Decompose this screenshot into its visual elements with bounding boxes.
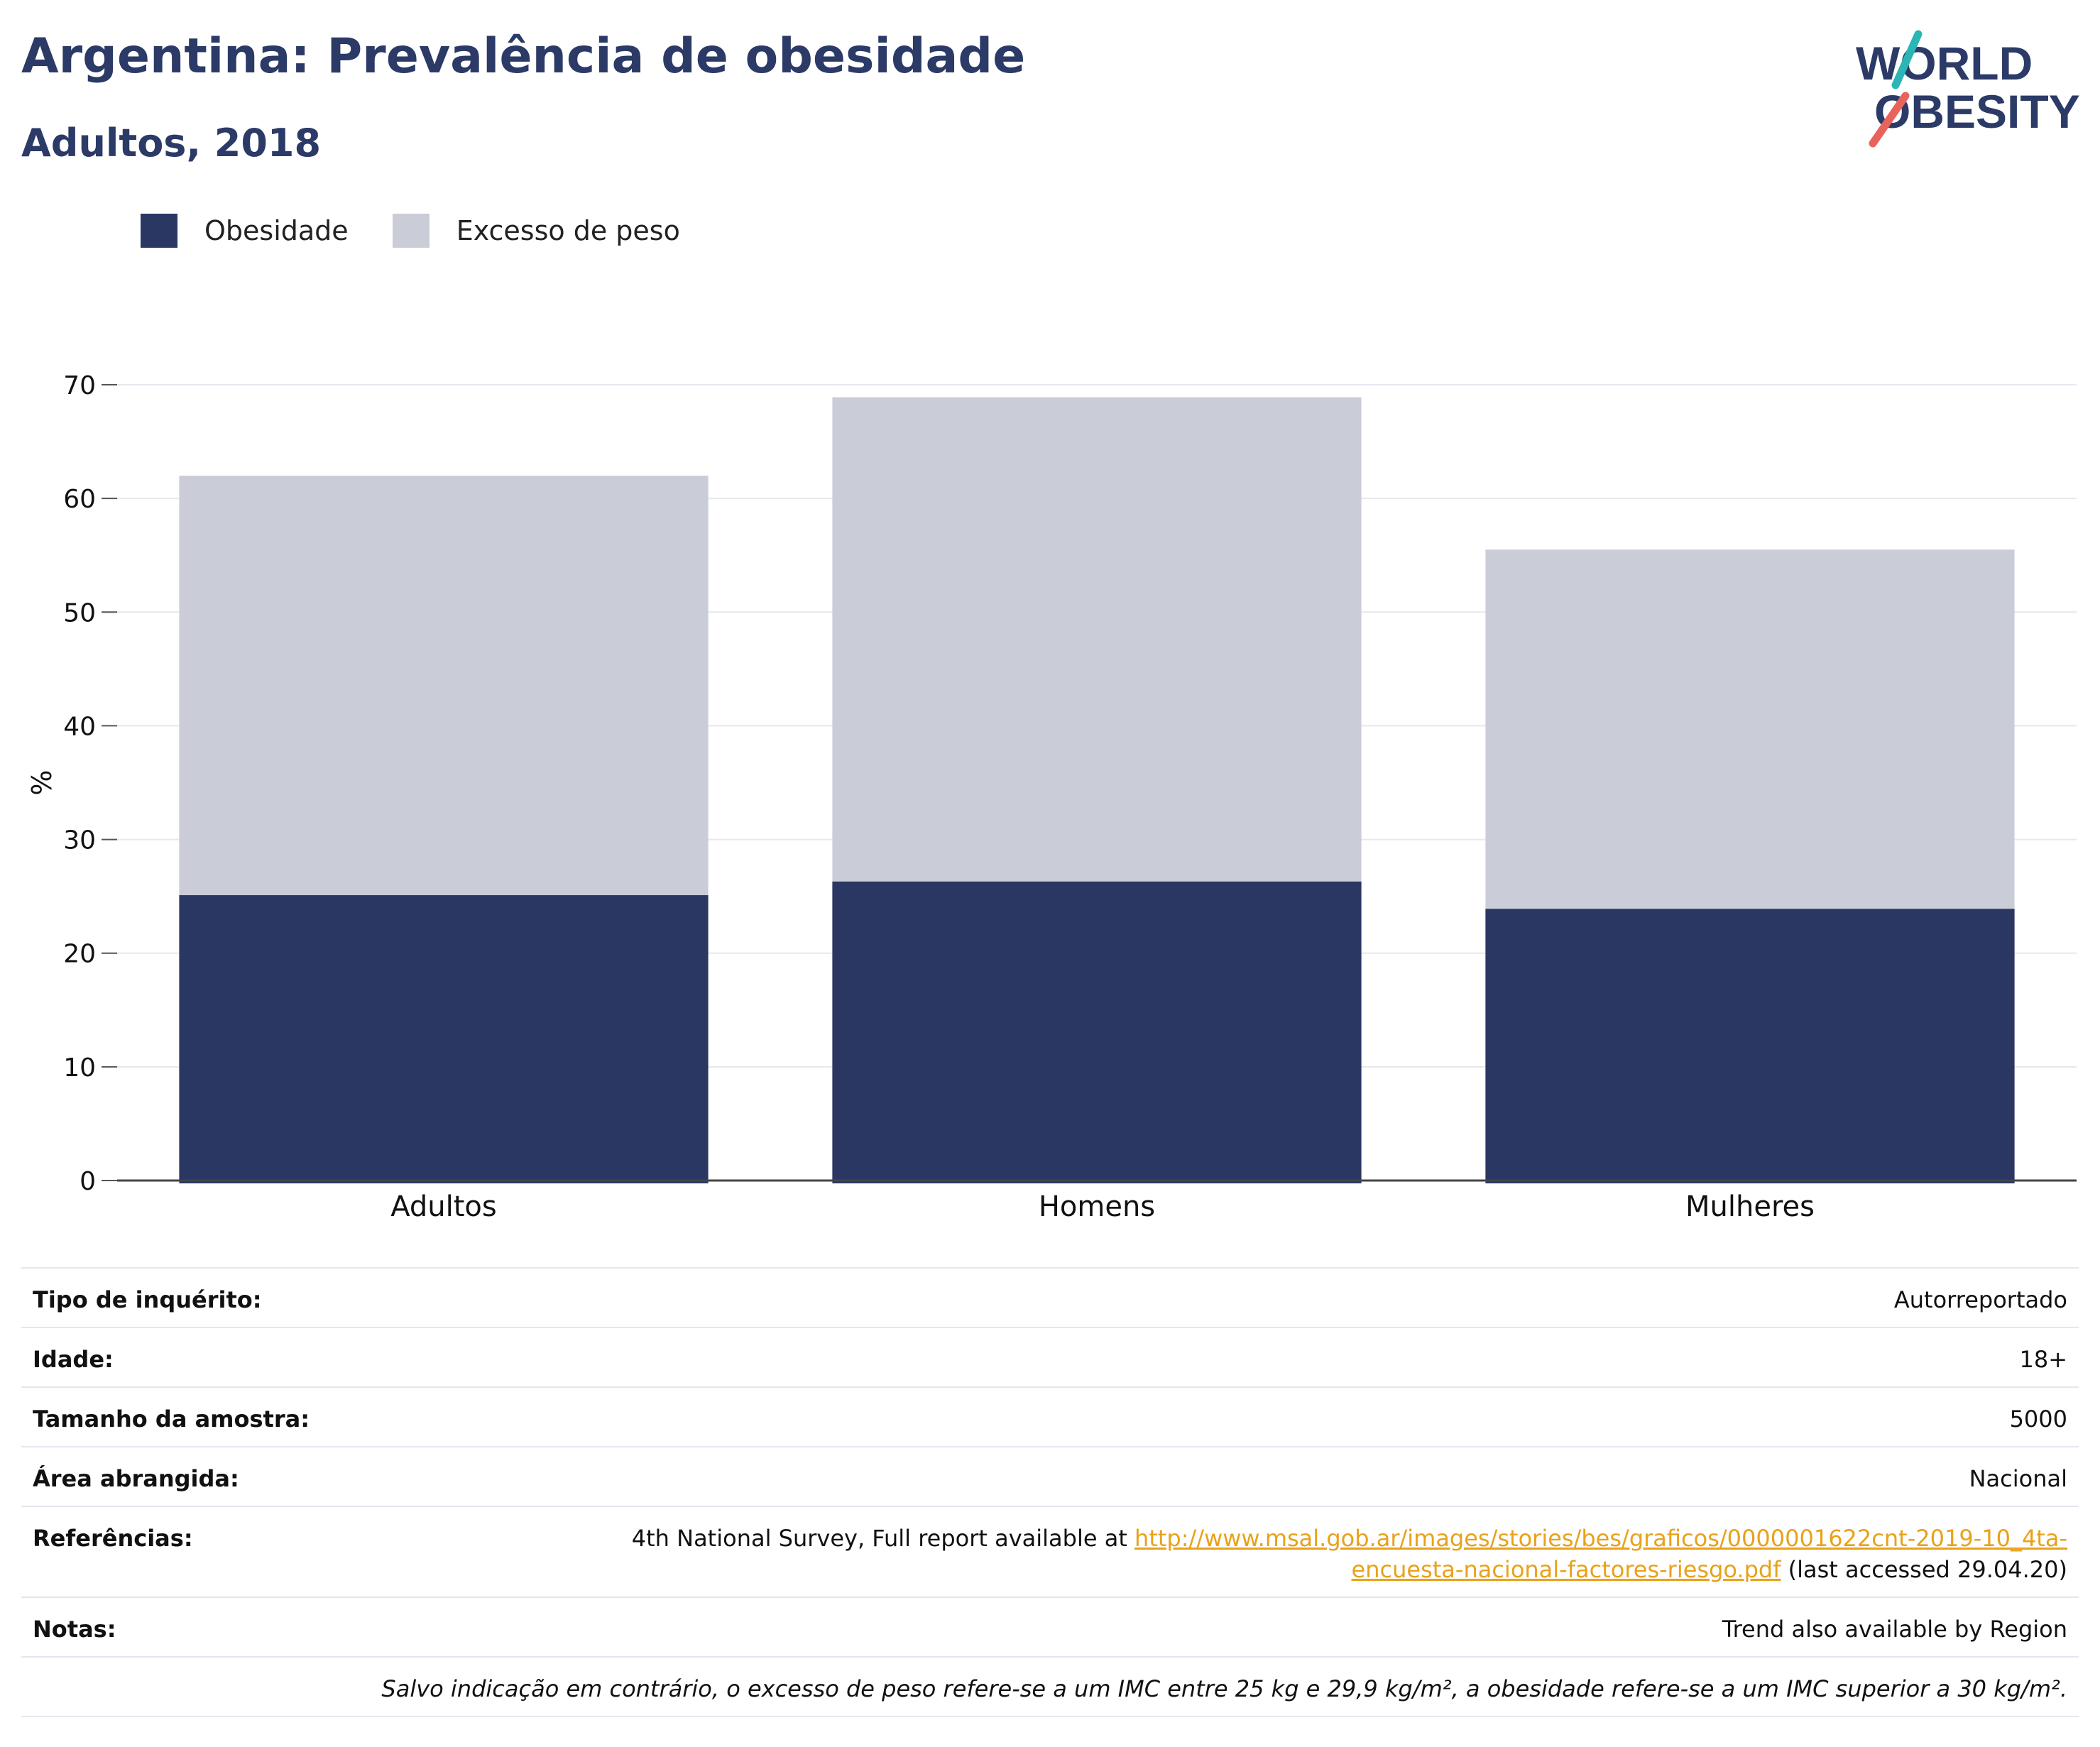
info-row-survey-type: Tipo de inquérito: Autorreportado bbox=[21, 1267, 2079, 1327]
bar-obesity-mulheres bbox=[1485, 909, 2015, 1183]
chart-legend: Obesidade Excesso de peso bbox=[141, 209, 724, 252]
x-tick-label: Homens bbox=[1039, 1190, 1155, 1223]
info-row-references: Referências: 4th National Survey, Full r… bbox=[21, 1506, 2079, 1597]
info-value-notes: Trend also available by Region bbox=[1722, 1616, 2067, 1643]
chart-subtitle: Adultos, 2018 bbox=[21, 121, 322, 165]
legend-label-obesity: Obesidade bbox=[204, 215, 349, 246]
legend-swatch-obesity bbox=[141, 214, 177, 248]
info-label-age: Idade: bbox=[33, 1346, 114, 1373]
info-row-age: Idade: 18+ bbox=[21, 1327, 2079, 1386]
info-label-notes: Notas: bbox=[33, 1616, 116, 1643]
info-row-area: Área abrangida: Nacional bbox=[21, 1446, 2079, 1506]
y-axis-label: % bbox=[26, 770, 58, 795]
info-row-footnote: Salvo indicação em contrário, o excesso … bbox=[21, 1656, 2079, 1717]
references-link-part-1: http://www.msal.gob.ar/images/stories/be… bbox=[1134, 1525, 2067, 1552]
info-row-sample: Tamanho da amostra: 5000 bbox=[21, 1386, 2079, 1446]
info-value-age: 18+ bbox=[2019, 1346, 2067, 1373]
references-link-part-2: encuesta-nacional-factores-riesgo.pdf bbox=[1351, 1556, 1781, 1583]
info-label-sample: Tamanho da amostra: bbox=[33, 1406, 310, 1433]
info-value-sample: 5000 bbox=[2009, 1406, 2067, 1433]
legend-swatch-overweight bbox=[392, 214, 430, 248]
logo-slash-teal bbox=[1891, 30, 1923, 89]
info-row-notes: Notas: Trend also available by Region bbox=[21, 1597, 2079, 1656]
info-label-area: Área abrangida: bbox=[33, 1465, 239, 1492]
info-label-references: Referências: bbox=[33, 1525, 193, 1552]
y-tick-label: 40 bbox=[63, 712, 96, 741]
info-value-area: Nacional bbox=[1969, 1465, 2067, 1492]
logo-word-world: WORLD bbox=[1856, 37, 2033, 89]
y-tick-label: 50 bbox=[63, 598, 96, 628]
bar-obesity-homens bbox=[832, 881, 1362, 1183]
references-prefix: 4th National Survey, Full report availab… bbox=[631, 1525, 1135, 1552]
x-tick-label: Adultos bbox=[390, 1190, 497, 1223]
legend-item-obesity[interactable]: Obesidade bbox=[141, 214, 349, 248]
y-tick-label: 60 bbox=[63, 485, 96, 514]
chart-title: Argentina: Prevalência de obesidade bbox=[21, 28, 1026, 84]
y-tick-label: 20 bbox=[63, 940, 96, 969]
y-tick-label: 0 bbox=[80, 1167, 96, 1196]
references-suffix: (last accessed 29.04.20) bbox=[1781, 1556, 2067, 1583]
y-tick-label: 10 bbox=[63, 1053, 96, 1083]
survey-info-table: Tipo de inquérito: Autorreportado Idade:… bbox=[21, 1267, 2079, 1717]
legend-label-overweight: Excesso de peso bbox=[456, 215, 680, 246]
bmi-footnote: Salvo indicação em contrário, o excesso … bbox=[381, 1675, 2067, 1702]
y-tick-label: 70 bbox=[63, 371, 96, 400]
references-link[interactable]: http://www.msal.gob.ar/images/stories/be… bbox=[1134, 1525, 2067, 1583]
bar-obesity-adultos bbox=[179, 895, 709, 1183]
info-value-references: 4th National Survey, Full report availab… bbox=[632, 1523, 2067, 1585]
x-tick-label: Mulheres bbox=[1685, 1190, 1815, 1223]
legend-item-overweight[interactable]: Excesso de peso bbox=[392, 214, 680, 248]
y-tick-label: 30 bbox=[63, 826, 96, 855]
bar-chart: 0 10 20 30 40 50 60 70% Adultos Homens Mulheres bbox=[26, 371, 2077, 1223]
info-value-survey-type: Autorreportado bbox=[1893, 1286, 2067, 1313]
world-obesity-logo: WORLD OBESITY bbox=[1856, 30, 2080, 148]
logo-slash-coral bbox=[1869, 92, 1910, 148]
info-label-survey-type: Tipo de inquérito: bbox=[33, 1286, 262, 1313]
